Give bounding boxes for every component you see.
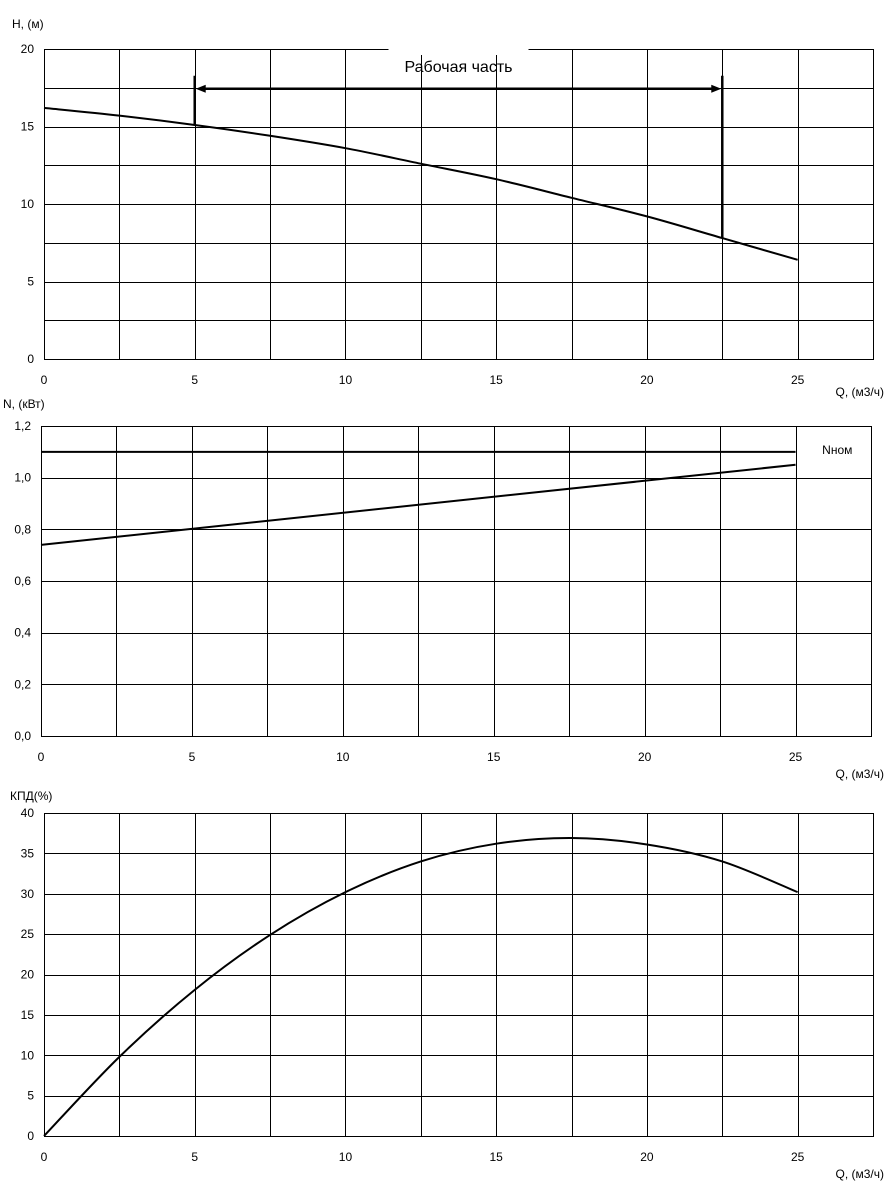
y-tick-label: 5 <box>27 1089 34 1103</box>
x-tick-label: 20 <box>640 373 654 387</box>
annotation-label: Рабочая часть <box>405 59 513 76</box>
y-tick-label: 20 <box>21 42 35 56</box>
series-line-1 <box>43 837 799 1137</box>
x-tick-label: 0 <box>38 750 45 764</box>
x-tick-label: 0 <box>41 373 48 387</box>
series-line-1 <box>40 463 796 546</box>
y-tick-label: 0,2 <box>14 677 31 691</box>
y-tick-label: 5 <box>27 275 34 289</box>
x-tick-label: 20 <box>638 750 652 764</box>
y-tick-label: 0 <box>27 1129 34 1143</box>
plot-frame <box>44 813 874 1137</box>
x-tick-label: 15 <box>487 750 501 764</box>
series-line-1 <box>43 106 798 261</box>
series-label-nominal: Nном <box>822 443 852 457</box>
arrow-head-right <box>711 84 722 93</box>
chart-panel-1: 0 5 10 15 20 25 0 5 10 15 20 H, (м) Q, (м3/ч) Рабочая… <box>12 17 884 399</box>
y-tick-label: 35 <box>21 846 35 860</box>
x-tick-label: 25 <box>789 750 803 764</box>
y-tick-label: 1,2 <box>14 419 31 433</box>
y-tick-label: 25 <box>21 927 35 941</box>
y-tick-label: 0,6 <box>14 574 31 588</box>
x-tick-label: 15 <box>490 1150 504 1164</box>
y-axis-label: N, (кВт) <box>3 397 45 411</box>
x-tick-label: 5 <box>191 1150 198 1164</box>
y-tick-label: 0,8 <box>14 522 31 536</box>
y-tick-label: 0 <box>27 352 34 366</box>
y-tick-label: 10 <box>21 1048 35 1062</box>
y-axis-label: КПД(%) <box>10 789 52 803</box>
plot-frame <box>41 426 872 737</box>
x-tick-label: 20 <box>640 1150 654 1164</box>
annotation-gap <box>388 45 529 55</box>
y-tick-label: 15 <box>21 1008 35 1022</box>
x-tick-label: 0 <box>41 1150 48 1164</box>
y-axis-label: H, (м) <box>12 17 44 31</box>
y-tick-label: 20 <box>21 968 35 982</box>
y-tick-label: 40 <box>21 806 35 820</box>
y-tick-label: 1,0 <box>14 471 31 485</box>
y-tick-label: 0,0 <box>14 729 31 743</box>
x-axis-label: Q, (м3/ч) <box>835 767 884 781</box>
chart-panel-2: 0 5 10 15 20 25 0,0 0,2 0,4 0,6 0,8 1,0 1,2 N, (кВт) Q… <box>3 397 884 781</box>
y-tick-label: 15 <box>21 120 35 134</box>
x-tick-label: 25 <box>791 373 805 387</box>
y-tick-label: 30 <box>21 887 35 901</box>
x-axis-label: Q, (м3/ч) <box>835 1167 884 1181</box>
x-tick-label: 10 <box>336 750 350 764</box>
x-tick-label: 5 <box>191 373 198 387</box>
arrow-head-left <box>195 84 206 93</box>
y-tick-label: 0,4 <box>14 626 31 640</box>
x-tick-label: 10 <box>339 1150 353 1164</box>
x-tick-label: 5 <box>189 750 196 764</box>
y-tick-label: 10 <box>21 197 35 211</box>
x-tick-label: 15 <box>490 373 504 387</box>
chart-panel-3: 0 5 10 15 20 25 0 5 10 15 20 25 30 35 40 КПД(%) Q, (м3/ч… <box>10 789 884 1181</box>
x-axis-label: Q, (м3/ч) <box>835 385 884 399</box>
x-tick-label: 25 <box>791 1150 805 1164</box>
x-tick-label: 10 <box>339 373 353 387</box>
